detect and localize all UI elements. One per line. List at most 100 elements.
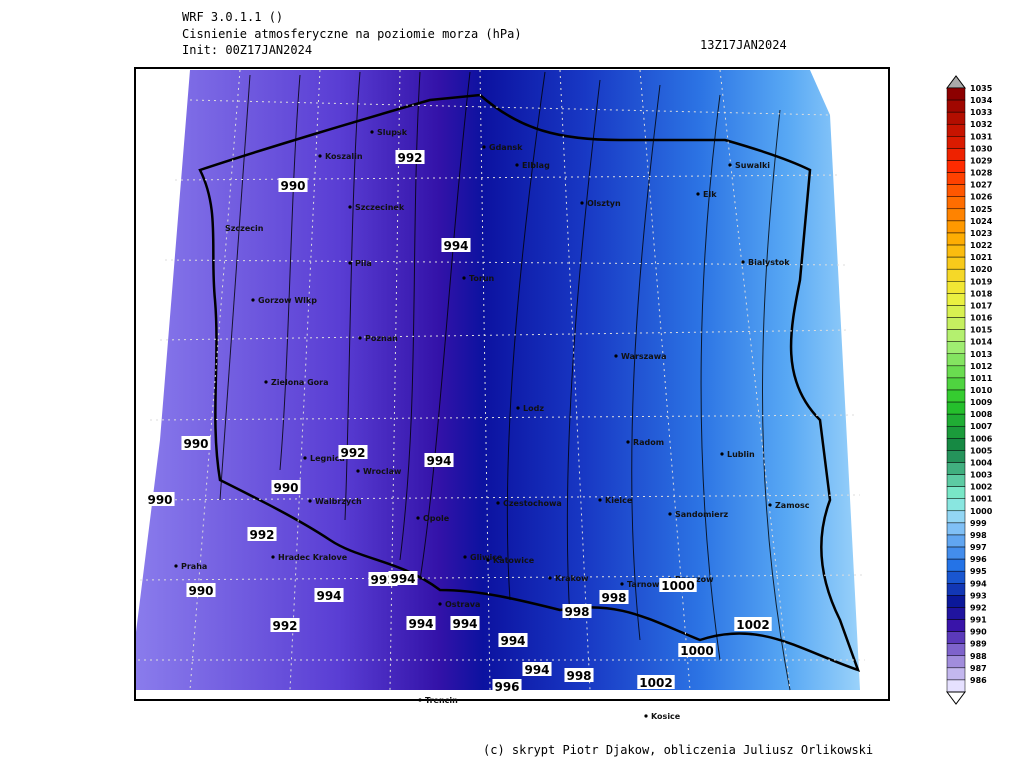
colorbar-label: 986 bbox=[970, 676, 987, 685]
colorbar-label: 999 bbox=[970, 519, 987, 528]
colorbar-cell bbox=[946, 329, 966, 342]
contour-label-box bbox=[388, 571, 418, 585]
colorbar-cell bbox=[946, 510, 966, 524]
contour-label-box bbox=[498, 633, 528, 647]
city-label: Praha bbox=[181, 562, 207, 571]
contour-label-box bbox=[406, 616, 436, 630]
city-label: Elk bbox=[703, 190, 717, 199]
colorbar-cell bbox=[946, 558, 966, 572]
city-dot bbox=[496, 501, 500, 505]
contour-label-box bbox=[637, 675, 675, 689]
graticule bbox=[138, 69, 865, 691]
contour-label-box bbox=[599, 590, 629, 604]
city-dot bbox=[462, 276, 466, 280]
city-dot bbox=[620, 582, 624, 586]
country-border bbox=[198, 93, 861, 673]
city-label: Slupsk bbox=[377, 128, 408, 137]
colorbar-label: 998 bbox=[970, 531, 987, 540]
colorbar-label: 1020 bbox=[970, 265, 993, 274]
colorbar-cell bbox=[946, 595, 966, 608]
city-dot bbox=[251, 298, 255, 302]
colorbar-cell bbox=[946, 583, 966, 596]
colorbar-cell bbox=[946, 256, 966, 270]
colorbar-label: 1035 bbox=[970, 84, 993, 93]
city-dot bbox=[482, 145, 486, 149]
colorbar-cell bbox=[946, 522, 966, 536]
city-dot bbox=[463, 555, 467, 559]
city-label: Opole bbox=[423, 514, 450, 523]
contour-label-box bbox=[564, 668, 594, 682]
colorbar-label: 1030 bbox=[970, 144, 993, 153]
city-dot bbox=[438, 602, 442, 606]
city-dot bbox=[418, 698, 422, 702]
city-label: Warszawa bbox=[621, 352, 667, 361]
city-label: Sandomierz bbox=[675, 510, 729, 519]
colorbar-cell bbox=[946, 498, 966, 512]
colorbar-label: 989 bbox=[970, 640, 987, 649]
city-dot bbox=[174, 564, 178, 568]
colorbar-label: 1034 bbox=[970, 96, 993, 105]
colorbar-cell bbox=[946, 353, 966, 367]
colorbar-cell bbox=[946, 534, 966, 548]
contour-label: 996 bbox=[494, 680, 519, 694]
footer: (c) skrypt Piotr Djakow, obliczenia Juli… bbox=[483, 743, 873, 757]
city-dot bbox=[668, 512, 672, 516]
colorbar-cell bbox=[946, 389, 966, 403]
city-dot bbox=[644, 714, 648, 718]
contour-label-box bbox=[278, 178, 308, 192]
colorbar-cell bbox=[946, 474, 966, 487]
colorbar-cell bbox=[946, 619, 966, 632]
city-dot bbox=[728, 163, 732, 167]
city-label: Kielce bbox=[605, 496, 633, 505]
map-area bbox=[135, 69, 865, 691]
colorbar-label: 1029 bbox=[970, 156, 993, 165]
city-dot bbox=[768, 503, 772, 507]
city-label: Wroclaw bbox=[363, 467, 402, 476]
city-label: Walbrzych bbox=[315, 497, 362, 506]
colorbar-label: 1027 bbox=[970, 181, 992, 190]
colorbar-cell bbox=[946, 679, 966, 693]
contour-label: 998 bbox=[601, 591, 626, 605]
contour-label: 998 bbox=[564, 605, 589, 619]
city-label: Katowice bbox=[493, 556, 535, 565]
colorbar-label: 1021 bbox=[970, 253, 993, 262]
colorbar-cell bbox=[946, 148, 966, 161]
contour-label: 990 bbox=[273, 481, 298, 495]
contour-label: 990 bbox=[147, 493, 172, 507]
colorbar-label: 1000 bbox=[970, 507, 993, 516]
city-dot bbox=[348, 205, 352, 209]
city-label: Olsztyn bbox=[587, 199, 621, 208]
colorbar-label: 1031 bbox=[970, 132, 993, 141]
colorbar-cell bbox=[946, 462, 966, 475]
city-dot bbox=[626, 440, 630, 444]
city-dot bbox=[303, 456, 307, 460]
contour-label-box bbox=[186, 583, 216, 597]
contour-label: 992 bbox=[397, 151, 422, 165]
contour-label: 1002 bbox=[736, 618, 769, 632]
colorbar-cell bbox=[946, 667, 966, 681]
colorbar-label: 1033 bbox=[970, 108, 992, 117]
colorbar-label: 1024 bbox=[970, 217, 993, 226]
colorbar-label: 1010 bbox=[970, 386, 993, 395]
colorbar-label: 991 bbox=[970, 616, 987, 625]
colorbar-cell bbox=[946, 220, 966, 234]
colorbar-cell bbox=[946, 196, 966, 210]
field-name: Cisnienie atmosferyczne na poziomie morz… bbox=[182, 27, 522, 41]
city-label: Poznan bbox=[365, 334, 398, 343]
contour-label-box bbox=[441, 238, 471, 252]
city-label: Hradec Kralove bbox=[278, 553, 348, 562]
city-label: Pila bbox=[355, 259, 372, 268]
colorbar-label: 1001 bbox=[970, 495, 993, 504]
colorbar-label: 1003 bbox=[970, 471, 992, 480]
city-dot bbox=[580, 201, 584, 205]
init-time: Init: 00Z17JAN2024 bbox=[182, 43, 312, 57]
city-label: Gliwice bbox=[470, 553, 503, 562]
city-label: Kosice bbox=[651, 712, 681, 721]
colorbar-cell bbox=[946, 438, 966, 451]
colorbar-cell bbox=[946, 136, 966, 149]
colorbar-label: 1019 bbox=[970, 277, 993, 286]
colorbar-cell bbox=[946, 486, 966, 499]
contour-label: 994 bbox=[426, 454, 451, 468]
colorbar-label: 1011 bbox=[970, 374, 993, 383]
